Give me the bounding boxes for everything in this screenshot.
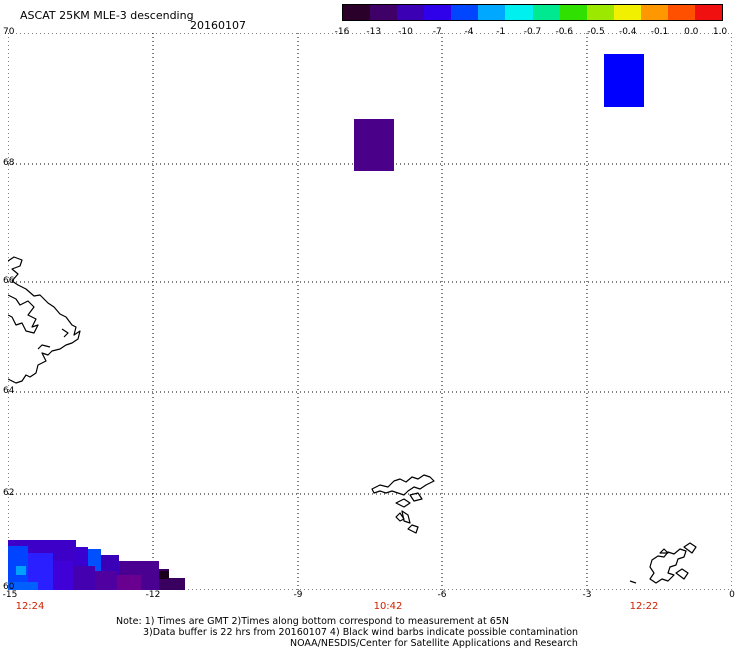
colorbar-tick: -0.6 [555,27,574,37]
colorbar-tick: -0.1 [650,27,669,37]
colorbar-swatch [343,5,371,20]
longitude-label: -6 [437,590,447,600]
latitude-label: 64 [3,386,15,396]
data-cell [604,54,644,107]
colorbar-swatch [667,5,696,20]
pass-time-label: 10:42 [373,601,403,612]
latitude-label: 70 [3,27,15,37]
longitude-label: -12 [145,590,161,600]
colorbar-swatch [478,5,506,20]
map-title: ASCAT 25KM MLE-3 descending [20,9,194,22]
latitude-label: 60 [3,582,15,592]
colorbar-tick: -0.4 [618,27,637,37]
colorbar [342,4,723,21]
data-swath [8,540,185,590]
colorbar-swatch [640,5,668,20]
colorbar-tick: 1.0 [712,27,728,37]
pass-time-label: 12:22 [629,601,659,612]
colorbar-swatch [505,5,533,20]
colorbar-tick: -1 [496,27,506,37]
pass-time-label: 12:24 [15,601,45,612]
colorbar-tick: -0.7 [523,27,542,37]
longitude-label: -3 [582,590,592,600]
coastline [8,256,697,584]
note-line-1: Note: 1) Times are GMT 2)Times along bot… [116,616,509,627]
longitude-label: -9 [293,590,303,600]
colorbar-swatch [451,5,479,20]
longitude-label: 0 [729,590,735,600]
latitude-label: 68 [3,158,15,168]
colorbar-swatch [559,5,587,20]
longitude-label: -15 [2,590,18,600]
colorbar-tick: -13 [366,27,382,37]
graticule [8,33,732,590]
colorbar-swatch [370,5,398,20]
data-cell [354,119,394,171]
colorbar-tick: -4 [464,27,474,37]
colorbar-swatch [532,5,560,20]
colorbar-tick: -7 [432,27,442,37]
colorbar-swatch [424,5,452,20]
note-line-2: 3)Data buffer is 22 hrs from 20160107 4)… [143,627,579,638]
latitude-label: 62 [3,488,15,498]
latitude-label: 66 [3,276,15,286]
colorbar-tick: -16 [334,27,350,37]
colorbar-swatch [613,5,641,20]
map-date: 20160107 [190,19,246,32]
credit-line: NOAA/NESDIS/Center for Satellite Applica… [290,638,578,649]
colorbar-tick: -10 [398,27,413,37]
map-plot [8,33,732,590]
colorbar-tick: 0.0 [684,27,699,37]
colorbar-swatch [695,5,723,20]
colorbar-swatch [586,5,614,20]
colorbar-tick: -0.5 [587,27,605,37]
colorbar-swatch [397,5,425,20]
